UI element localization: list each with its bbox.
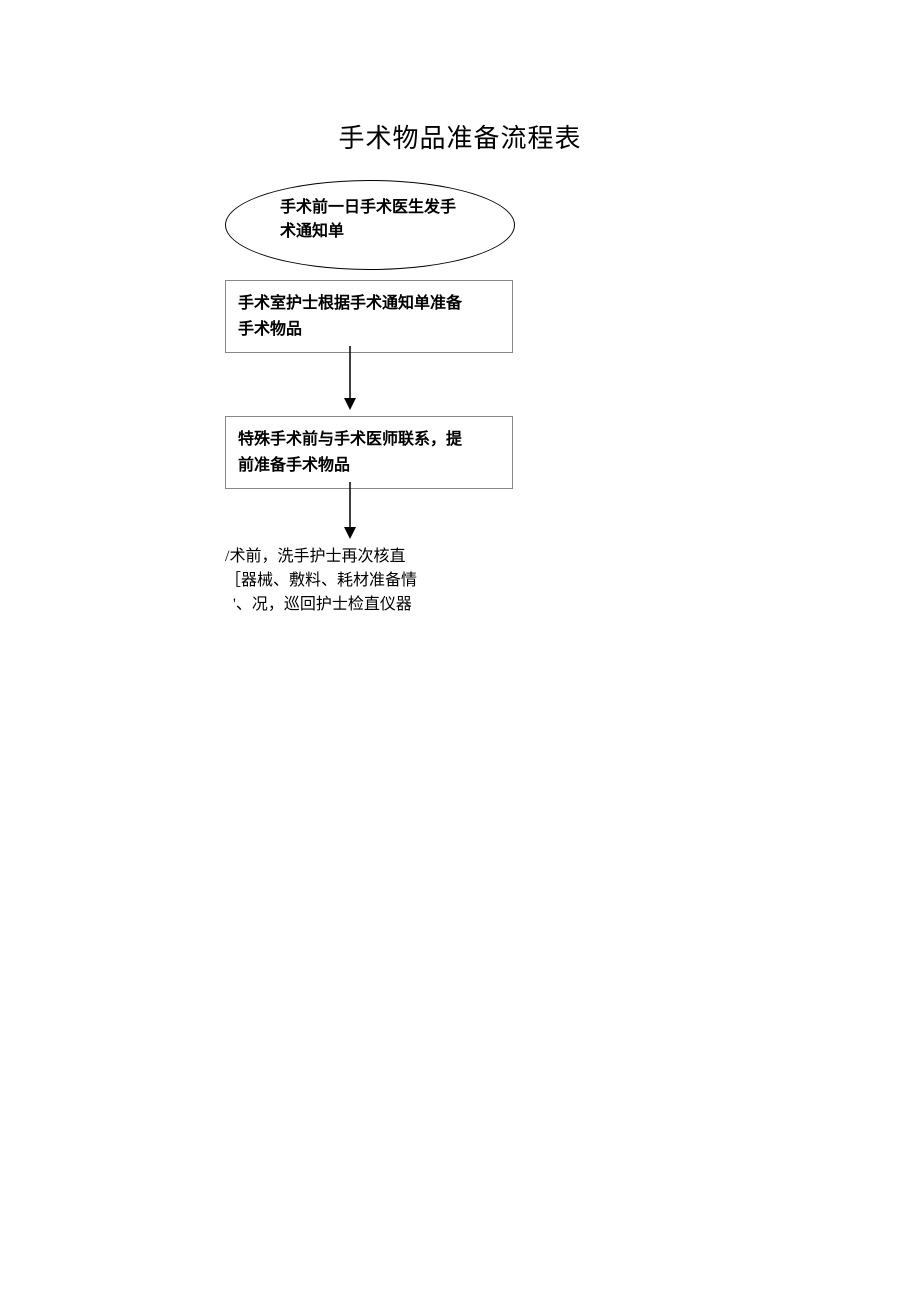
flowchart-node-rect-1: 手术室护士根据手术通知单准备手术物品 (225, 280, 513, 353)
flowchart-arrow-2 (340, 482, 360, 544)
page-title: 手术物品准备流程表 (0, 118, 920, 155)
flowchart-node-rect-2: 特殊手术前与手术医师联系，提前准备手术物品 (225, 416, 513, 489)
flowchart-node-ellipse-label: 手术前一日手术医生发手术通知单 (280, 196, 456, 244)
flowchart-node-plain: /术前，洗手护士再次核直［器械、敷料、耗材准备情 '、况，巡回护士检直仪器 (225, 545, 417, 617)
flowchart-arrow-1 (340, 346, 360, 416)
